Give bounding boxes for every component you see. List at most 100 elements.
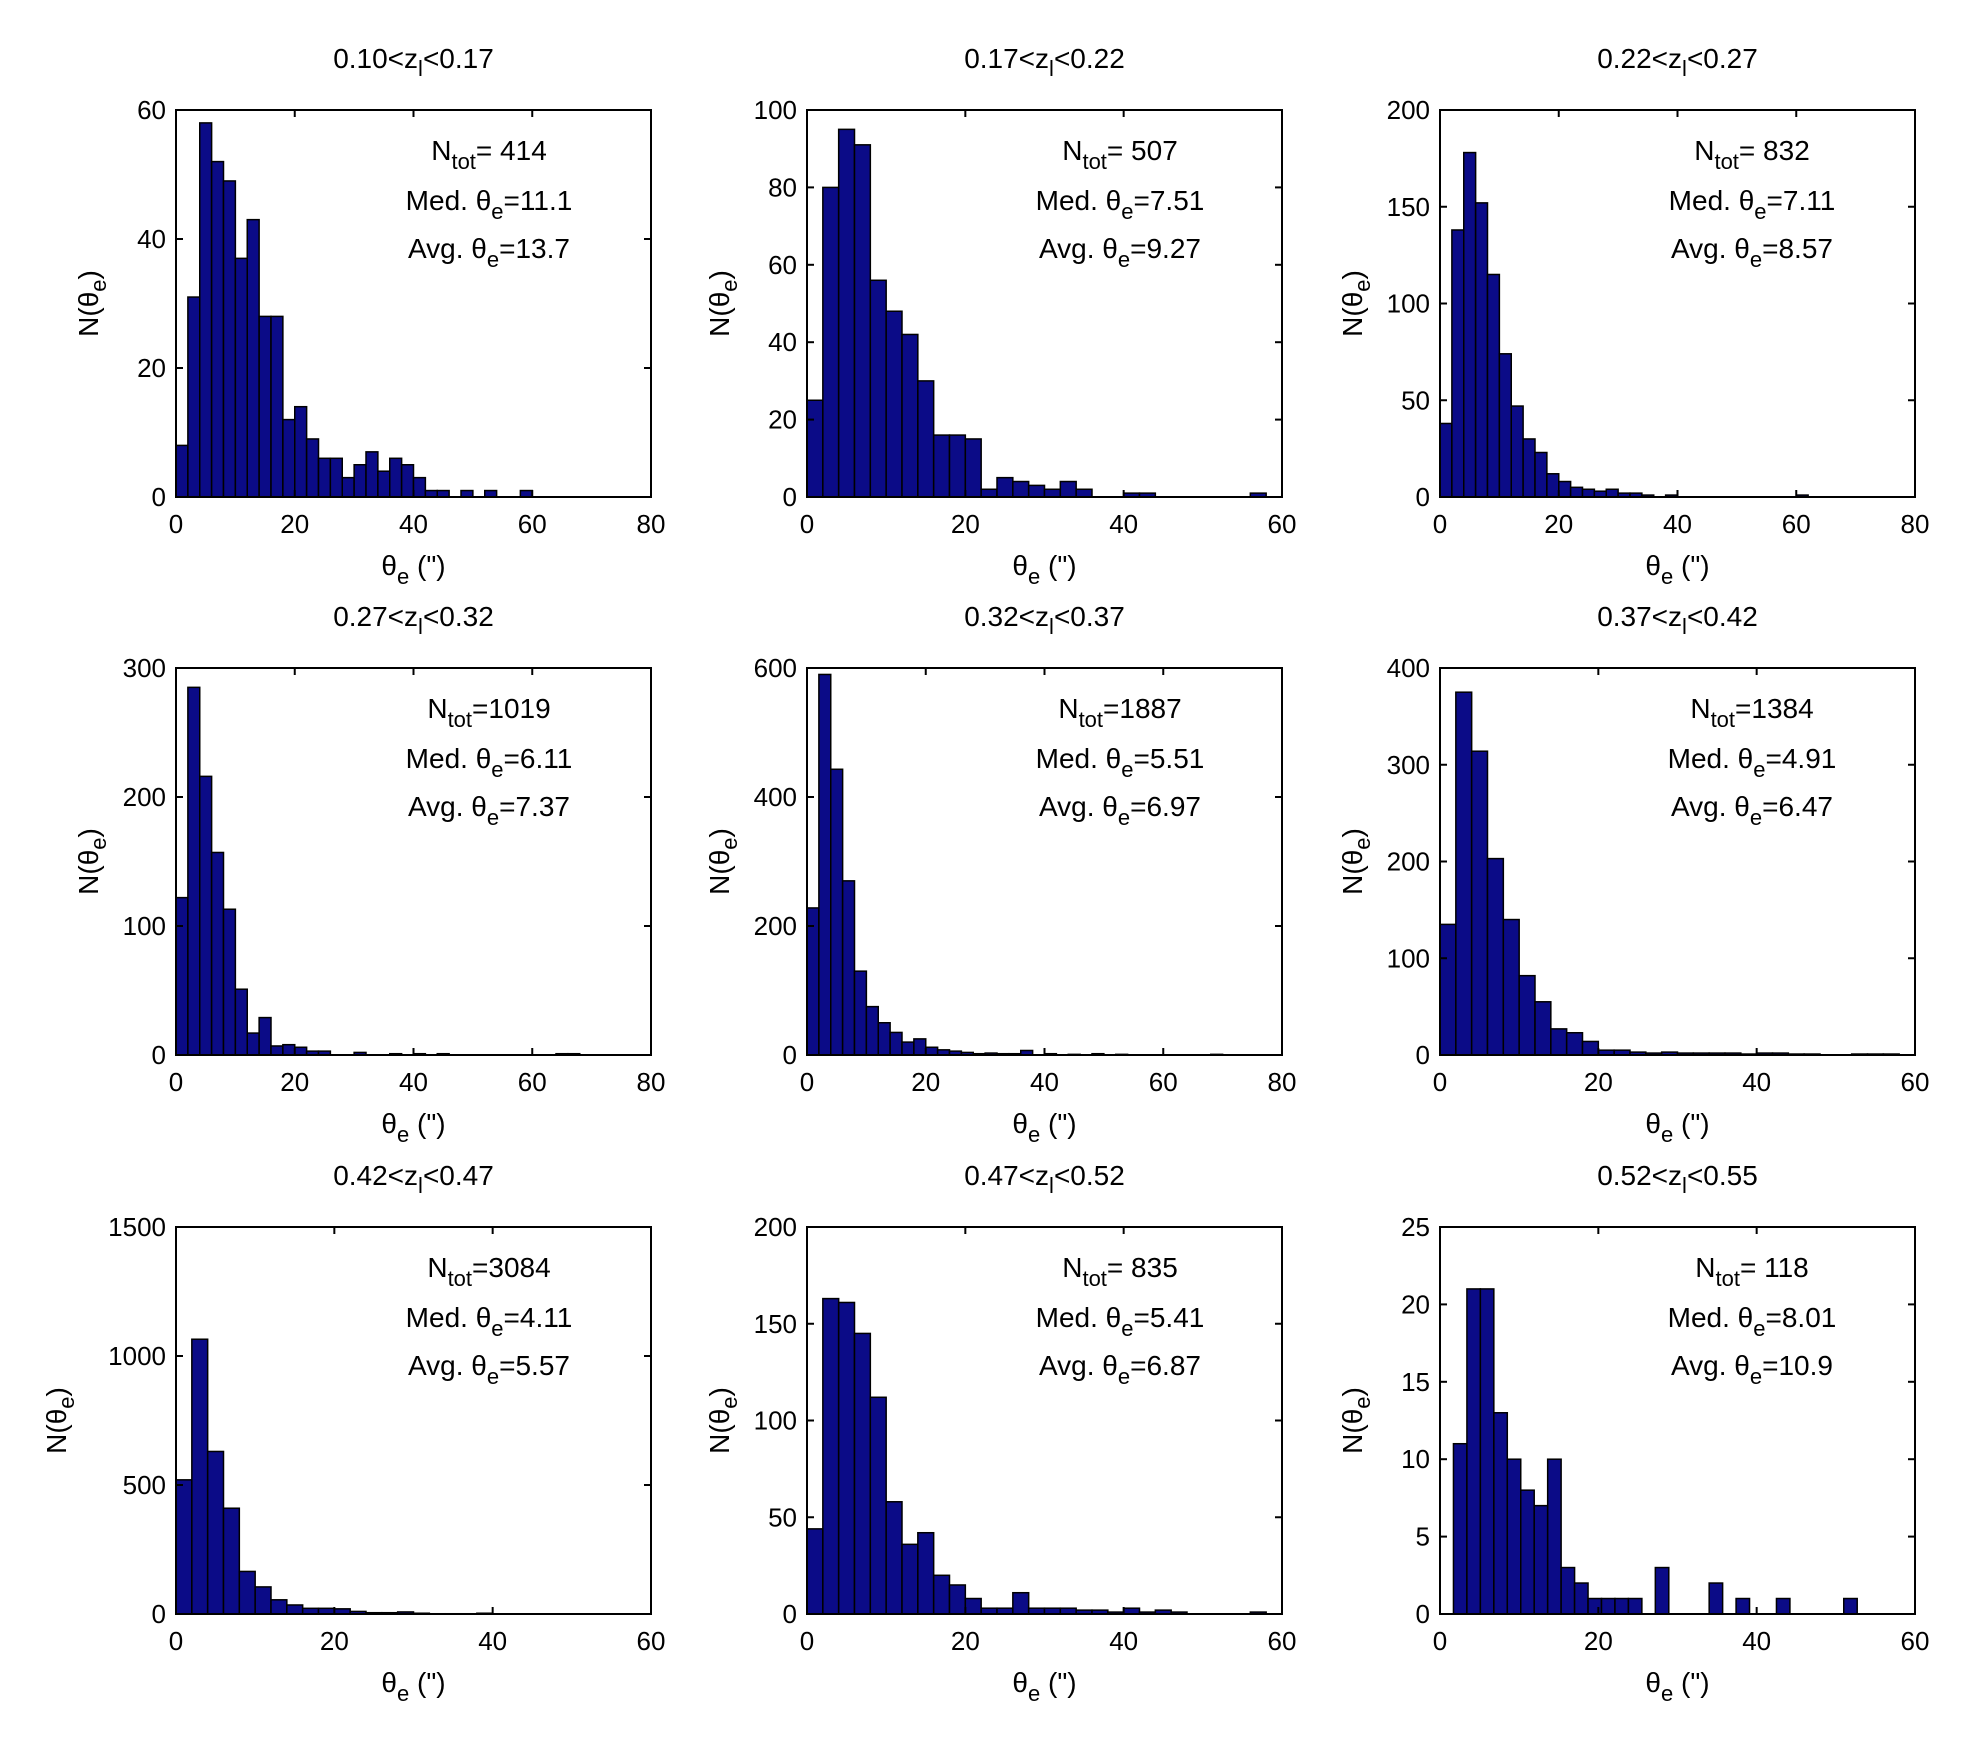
ntot-sub: tot xyxy=(1079,707,1103,732)
plot-frame xyxy=(806,667,1283,1056)
histogram-bar xyxy=(901,1041,915,1056)
average-value: =13.7 xyxy=(499,233,570,264)
y-tick-label: 400 xyxy=(1387,653,1430,683)
x-tick-label: 40 xyxy=(399,509,428,539)
histogram-bar xyxy=(210,851,225,1056)
ntot-sub: tot xyxy=(1082,149,1106,174)
ylabel-sub: e xyxy=(86,837,111,849)
y-tick-label: 200 xyxy=(754,1212,797,1242)
ylabel-main: N(θ xyxy=(704,850,735,895)
histogram-bar xyxy=(917,1531,935,1615)
y-tick-label: 100 xyxy=(123,911,166,941)
ntot-main: N xyxy=(1695,1252,1715,1283)
histogram-bar xyxy=(1043,488,1062,498)
histogram-bar xyxy=(806,1528,824,1615)
average-main: Avg. θ xyxy=(1671,1350,1750,1381)
x-tick-label: 40 xyxy=(478,1626,507,1656)
x-axis-label: θe (") xyxy=(381,1667,445,1706)
histogram-bar xyxy=(1581,488,1596,498)
y-tick-label: 0 xyxy=(783,1040,797,1070)
title-sub: l xyxy=(1682,1173,1687,1198)
title-post: <0.42 xyxy=(1687,601,1758,632)
ntot-value: = 414 xyxy=(476,135,547,166)
title-post: <0.52 xyxy=(1054,1160,1125,1191)
y-tick-label: 100 xyxy=(1387,289,1430,319)
x-tick-label: 40 xyxy=(1109,1626,1138,1656)
x-tick-label: 80 xyxy=(637,1067,666,1097)
y-tick-label: 0 xyxy=(783,482,797,512)
histogram-bar xyxy=(1560,1566,1576,1615)
average-sub: e xyxy=(1118,247,1130,272)
xlabel-rest: (") xyxy=(1040,1108,1076,1139)
histogram-bar xyxy=(1775,1597,1791,1615)
median-value: =7.11 xyxy=(1767,185,1836,216)
ylabel-sub: e xyxy=(1350,837,1375,849)
ylabel-sub: e xyxy=(54,1396,79,1408)
average-value: =9.27 xyxy=(1130,233,1201,264)
histogram-bar xyxy=(270,1045,284,1056)
histogram-bar xyxy=(1498,353,1512,498)
histogram-bar xyxy=(853,970,868,1056)
median-line: Med. θe=4.91 xyxy=(1668,743,1837,782)
ntot-line: Ntot= 832 xyxy=(1694,135,1810,174)
y-tick-label: 1000 xyxy=(108,1341,166,1371)
xlabel-rest: (") xyxy=(1673,1108,1709,1139)
average-sub: e xyxy=(1750,247,1762,272)
histogram-bar xyxy=(1502,918,1520,1056)
y-tick-label: 0 xyxy=(1416,1040,1430,1070)
histogram-bar xyxy=(964,1597,982,1615)
x-tick-label: 0 xyxy=(800,509,814,539)
x-tick-label: 20 xyxy=(320,1626,349,1656)
ntot-main: N xyxy=(1062,135,1082,166)
y-axis-label-group: N(θe) xyxy=(1337,270,1375,337)
average-main: Avg. θ xyxy=(1039,791,1118,822)
x-axis-label: θe (") xyxy=(1012,1108,1076,1147)
xlabel-sub: e xyxy=(1661,1122,1673,1147)
histogram-bar xyxy=(818,673,832,1056)
histogram-bar xyxy=(948,1584,967,1615)
y-axis-label-group: N(θe) xyxy=(1337,1387,1375,1454)
x-tick-label: 0 xyxy=(800,1626,814,1656)
ylabel-close: ) xyxy=(704,270,735,279)
histogram-bar xyxy=(1546,1458,1562,1615)
bar-series xyxy=(1452,1288,1858,1615)
histogram-bar xyxy=(187,686,201,1056)
histogram-bar xyxy=(175,896,189,1056)
histogram-bar xyxy=(1518,974,1536,1056)
histogram-bar xyxy=(175,444,189,498)
xlabel-main: θ xyxy=(1645,1108,1661,1139)
average-value: =8.57 xyxy=(1762,233,1833,264)
xlabel-sub: e xyxy=(397,564,409,589)
histogram-bar xyxy=(377,470,391,498)
bar-series xyxy=(806,1297,1267,1615)
median-line: Med. θe=5.51 xyxy=(1036,743,1205,782)
x-tick-label: 60 xyxy=(1268,1626,1297,1656)
title-pre: 0.22<z xyxy=(1597,43,1682,74)
y-tick-label: 40 xyxy=(768,327,797,357)
histogram-bar xyxy=(175,1479,193,1615)
average-value: =7.37 xyxy=(499,791,570,822)
histogram-bar xyxy=(1012,1591,1030,1615)
y-axis-label: N(θe) xyxy=(73,828,111,895)
histogram-bar xyxy=(901,1543,919,1615)
x-tick-label: 40 xyxy=(1663,509,1692,539)
y-tick-label: 300 xyxy=(123,653,166,683)
histogram-bar xyxy=(964,438,982,498)
xlabel-main: θ xyxy=(1645,1667,1661,1698)
ntot-value: =3084 xyxy=(472,1252,551,1283)
histogram-bar xyxy=(877,1022,891,1056)
x-tick-label: 20 xyxy=(1584,1626,1613,1656)
average-value: =10.9 xyxy=(1762,1350,1833,1381)
title-pre: 0.42<z xyxy=(333,1160,418,1191)
histogram-bar xyxy=(199,122,213,498)
average-line: Avg. θe=7.37 xyxy=(408,791,570,830)
histogram-bar xyxy=(1565,1031,1584,1056)
histogram-bar xyxy=(806,399,824,498)
y-tick-label: 500 xyxy=(123,1470,166,1500)
y-axis-label: N(θe) xyxy=(704,270,742,337)
